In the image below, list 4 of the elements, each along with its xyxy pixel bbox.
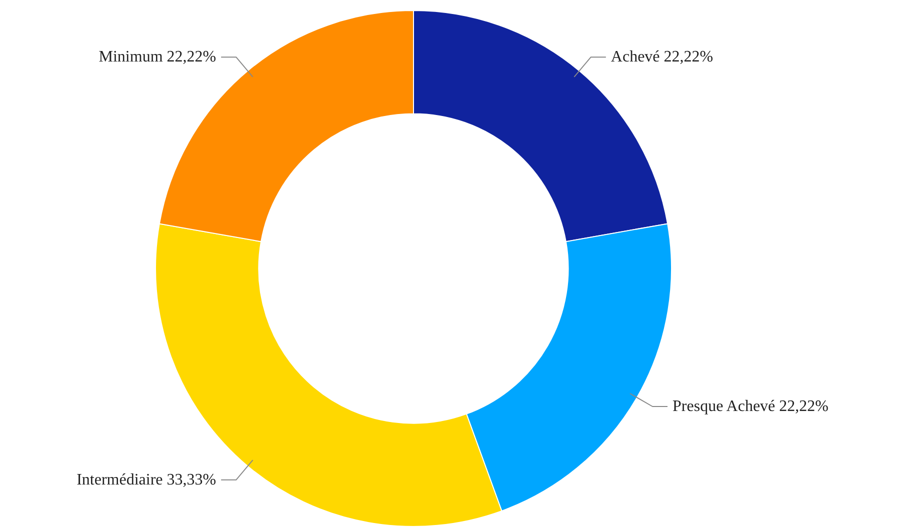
slice-label: Intermédiaire 33,33% bbox=[76, 471, 216, 488]
slice-label: Presque Achevé 22,22% bbox=[672, 398, 828, 415]
slice-label: Achevé 22,22% bbox=[610, 48, 714, 66]
slice-label: Minimum 22,22% bbox=[98, 48, 216, 66]
